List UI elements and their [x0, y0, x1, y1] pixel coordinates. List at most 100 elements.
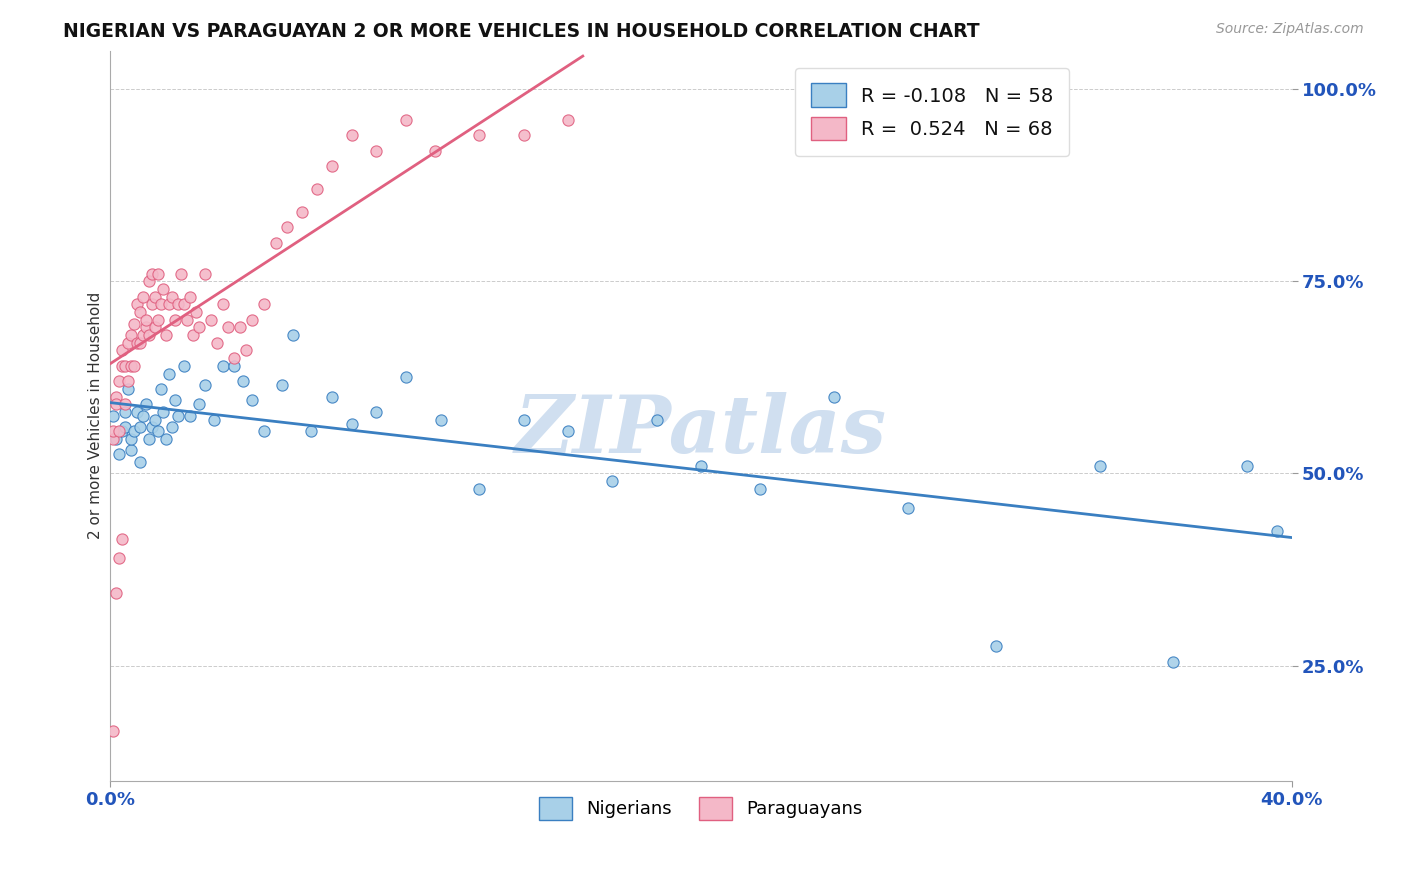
- Point: [103, 432, 125, 446]
- Point: [187, 397, 209, 411]
- Point: [108, 424, 131, 438]
- Point: [122, 317, 145, 331]
- Point: [155, 328, 177, 343]
- Point: [394, 370, 416, 384]
- Point: [135, 397, 157, 411]
- Point: [823, 390, 845, 404]
- Point: [152, 282, 174, 296]
- Point: [152, 405, 174, 419]
- Point: [114, 397, 136, 411]
- Point: [194, 378, 217, 392]
- Point: [690, 458, 713, 473]
- Point: [179, 290, 201, 304]
- Point: [283, 328, 305, 343]
- Point: [557, 112, 579, 127]
- Point: [468, 482, 491, 496]
- Point: [135, 320, 157, 334]
- Point: [897, 501, 920, 516]
- Point: [187, 320, 209, 334]
- Point: [117, 382, 139, 396]
- Point: [179, 409, 201, 423]
- Point: [205, 335, 228, 350]
- Point: [430, 412, 453, 426]
- Point: [235, 343, 257, 358]
- Point: [128, 455, 150, 469]
- Point: [200, 312, 222, 326]
- Point: [162, 290, 184, 304]
- Point: [512, 412, 534, 426]
- Point: [602, 474, 624, 488]
- Point: [143, 290, 166, 304]
- Point: [321, 159, 343, 173]
- Point: [132, 409, 155, 423]
- Point: [108, 374, 131, 388]
- Point: [165, 312, 187, 326]
- Point: [232, 374, 254, 388]
- Point: [114, 420, 136, 434]
- Point: [305, 182, 328, 196]
- Point: [170, 267, 193, 281]
- Point: [103, 409, 125, 423]
- Point: [120, 432, 142, 446]
- Point: [1236, 458, 1258, 473]
- Text: Source: ZipAtlas.com: Source: ZipAtlas.com: [1216, 22, 1364, 37]
- Point: [1088, 458, 1111, 473]
- Point: [111, 424, 134, 438]
- Point: [557, 424, 579, 438]
- Point: [364, 144, 387, 158]
- Point: [132, 290, 155, 304]
- Point: [111, 532, 134, 546]
- Point: [986, 640, 1008, 654]
- Legend: Nigerians, Paraguayans: Nigerians, Paraguayans: [533, 790, 869, 827]
- Point: [194, 267, 217, 281]
- Point: [111, 343, 134, 358]
- Point: [105, 585, 128, 599]
- Point: [157, 297, 180, 311]
- Point: [117, 335, 139, 350]
- Point: [105, 390, 128, 404]
- Point: [103, 424, 125, 438]
- Point: [167, 297, 190, 311]
- Point: [138, 274, 160, 288]
- Point: [120, 328, 142, 343]
- Point: [240, 393, 263, 408]
- Point: [276, 220, 298, 235]
- Point: [128, 420, 150, 434]
- Point: [146, 424, 169, 438]
- Point: [240, 312, 263, 326]
- Point: [394, 112, 416, 127]
- Point: [155, 432, 177, 446]
- Point: [167, 409, 190, 423]
- Point: [173, 359, 195, 373]
- Point: [108, 551, 131, 566]
- Point: [264, 235, 287, 250]
- Point: [125, 297, 148, 311]
- Point: [176, 312, 198, 326]
- Point: [253, 424, 276, 438]
- Point: [224, 359, 246, 373]
- Point: [162, 420, 184, 434]
- Point: [217, 320, 239, 334]
- Point: [253, 297, 276, 311]
- Point: [342, 417, 364, 431]
- Point: [114, 405, 136, 419]
- Y-axis label: 2 or more Vehicles in Household: 2 or more Vehicles in Household: [89, 293, 104, 540]
- Point: [342, 128, 364, 143]
- Text: NIGERIAN VS PARAGUAYAN 2 OR MORE VEHICLES IN HOUSEHOLD CORRELATION CHART: NIGERIAN VS PARAGUAYAN 2 OR MORE VEHICLE…: [63, 22, 980, 41]
- Point: [135, 312, 157, 326]
- Point: [146, 267, 169, 281]
- Point: [111, 359, 134, 373]
- Point: [128, 305, 150, 319]
- Point: [423, 144, 446, 158]
- Point: [1265, 524, 1288, 538]
- Point: [173, 297, 195, 311]
- Point: [141, 420, 163, 434]
- Point: [645, 412, 668, 426]
- Point: [105, 432, 128, 446]
- Point: [132, 328, 155, 343]
- Point: [157, 367, 180, 381]
- Point: [122, 359, 145, 373]
- Point: [146, 312, 169, 326]
- Text: ZIPatlas: ZIPatlas: [515, 392, 887, 469]
- Point: [202, 412, 225, 426]
